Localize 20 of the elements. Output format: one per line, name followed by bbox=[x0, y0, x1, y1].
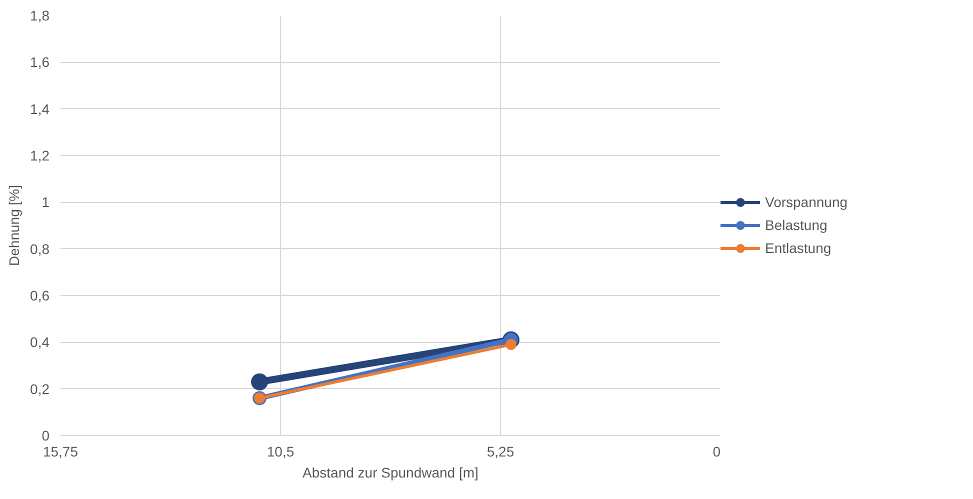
legend-label: Vorspannung bbox=[765, 194, 848, 210]
y-tick-label: 0,4 bbox=[30, 334, 50, 350]
x-tick-label: 5,25 bbox=[486, 444, 514, 460]
point bbox=[251, 373, 268, 390]
x-tick-label: 10,5 bbox=[266, 444, 294, 460]
y-tick-label: 0,6 bbox=[30, 288, 50, 304]
y-axis-title: Dehnung [%] bbox=[6, 185, 22, 266]
y-tick-label: 1,6 bbox=[30, 54, 50, 70]
x-tick-label: 15,75 bbox=[42, 444, 78, 460]
legend-label: Entlastung bbox=[765, 240, 832, 256]
y-tick-label: 0,2 bbox=[30, 380, 50, 397]
x-tick-label: 0 bbox=[712, 444, 721, 460]
y-tick-label: 0 bbox=[42, 428, 50, 444]
y-tick-label: 0,8 bbox=[30, 240, 50, 257]
y-tick-label: 1,8 bbox=[30, 8, 50, 24]
y-tick-label: 1 bbox=[42, 194, 50, 210]
y-tick-label: 1,4 bbox=[30, 100, 50, 117]
x-axis-title: Abstand zur Spundwand [m] bbox=[302, 464, 478, 480]
y-tick-label: 1,2 bbox=[30, 148, 50, 164]
legend-label: Belastung bbox=[765, 217, 828, 233]
